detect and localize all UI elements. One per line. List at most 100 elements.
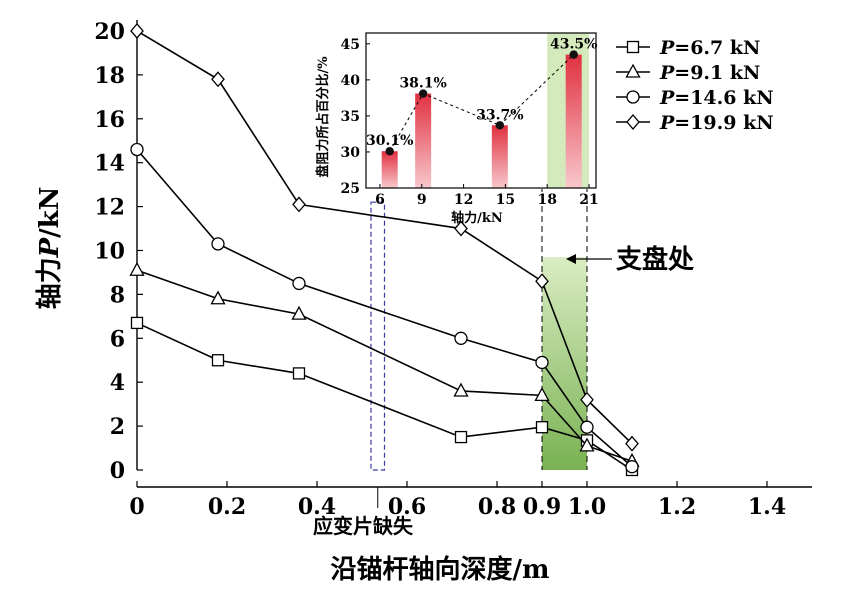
plate-callout: 支盘处 [566, 244, 694, 275]
data-point [292, 367, 306, 380]
x-tick-label: 0 [129, 494, 144, 520]
x-axis-title: 沿锚杆轴向深度/m [330, 554, 549, 585]
series-circle [130, 142, 639, 474]
x-tick-label: 1.2 [658, 494, 696, 520]
legend-label-rest: =6.7 kN [674, 37, 760, 59]
plate-callout-label: 支盘处 [616, 244, 694, 275]
y-axis-title-italic: P [35, 236, 65, 258]
data-point [130, 316, 144, 330]
x-tick-label: 0.6 [388, 494, 426, 520]
y-tick-label: 20 [94, 19, 125, 45]
y-tick-label: 2 [110, 414, 125, 440]
data-point [625, 435, 639, 452]
legend-marker [626, 114, 640, 130]
data-point [211, 354, 225, 367]
inset-bar [381, 151, 398, 188]
legend-marker [625, 63, 641, 78]
inset-points [385, 50, 578, 156]
inset-x-tick-label: 12 [454, 192, 473, 208]
inset-y-tick-label: 25 [341, 181, 360, 197]
legend-label-italic: P [659, 87, 675, 109]
y-tick-label: 4 [110, 370, 125, 396]
missing-gauge-box [370, 201, 386, 471]
legend-label-rest: =19.9 kN [674, 112, 773, 134]
inset-x-tick-label: 9 [417, 192, 427, 208]
x-tick-label: 1.4 [748, 494, 786, 520]
data-point [130, 22, 144, 39]
inset-y-tick-label: 45 [341, 37, 360, 53]
legend-label-rest: =14.6 kN [674, 87, 773, 109]
inset-x-tick-label: 15 [496, 192, 515, 208]
legend: P=6.7 kNP=9.1 kNP=14.6 kNP=19.9 kN [616, 37, 774, 134]
y-tick-label: 18 [94, 63, 125, 89]
data-point [454, 430, 468, 444]
inset-point [385, 147, 394, 156]
y-tick-label: 0 [110, 458, 125, 484]
data-point [454, 331, 468, 345]
data-point [580, 420, 594, 434]
legend-label: P=14.6 kN [659, 87, 774, 109]
series-diamond [130, 22, 639, 452]
inset-x-tick-label: 21 [579, 192, 598, 208]
inset-bars [381, 54, 582, 189]
y-tick-label: 8 [110, 282, 125, 308]
inset-point [569, 50, 578, 59]
inset-bar [415, 93, 432, 188]
data-point [130, 142, 144, 157]
inset-bar [565, 54, 582, 189]
legend-label: P=6.7 kN [659, 37, 760, 59]
y-axis-title-before: 轴力 [35, 257, 65, 309]
data-point [580, 391, 594, 408]
data-point [129, 261, 145, 276]
y-tick-label: 16 [94, 107, 125, 133]
data-point [534, 387, 550, 402]
y-axis-title-after: /kN [35, 187, 65, 238]
main-chart: 0 2 4 6 8 10 12 14 16 18 20 0 0.2 0.4 0.6 0.8 0.9 1.0 1.2 1… [35, 19, 812, 585]
y-tick-label: 14 [94, 151, 125, 177]
y-tick-label: 12 [94, 195, 125, 221]
series-triangle [129, 261, 640, 467]
plate-callout-arrowhead [566, 254, 576, 264]
main-series [129, 22, 640, 477]
legend-marker [626, 90, 640, 104]
inset-y-tick-label: 35 [341, 109, 360, 125]
data-point [211, 71, 225, 88]
inset-trend-line [389, 54, 575, 152]
inset-data-label: 43.5% [550, 37, 597, 53]
legend-label-italic: P [659, 37, 675, 59]
inset-y-tick-label: 30 [341, 145, 361, 161]
inset-y-tick-label: 40 [341, 73, 361, 89]
legend-label: P=9.1 kN [659, 62, 760, 84]
inset-point [495, 121, 505, 130]
data-point [535, 273, 549, 290]
legend-label-rest: =9.1 kN [674, 62, 760, 84]
missing-gauge-label: 应变片缺失 [313, 514, 414, 538]
inset-data-label: 33.7% [476, 107, 523, 123]
inset-x-axis-title: 轴力/kN [451, 210, 503, 226]
data-point [291, 305, 307, 320]
inset-point [418, 89, 428, 98]
legend-marker [626, 40, 640, 54]
x-tick-label: 1.0 [568, 494, 606, 520]
x-tick-label: 0.2 [208, 494, 246, 520]
data-point [292, 196, 306, 213]
data-point [579, 437, 595, 452]
y-tick-label: 6 [110, 326, 125, 352]
inset-frame [365, 32, 597, 189]
x-tick-label: 0.8 [478, 494, 516, 520]
data-point [453, 382, 469, 397]
data-point [535, 355, 549, 370]
data-point [454, 220, 468, 237]
inset-data-labels: 30.1% 38.1% 33.7% 43.5% [366, 37, 597, 150]
x-tick-label: 0.9 [523, 494, 561, 520]
inset-y-axis-title: 盘阻力所占百分比/% [315, 56, 331, 178]
inset-data-label: 38.1% [399, 76, 446, 92]
data-point [535, 421, 549, 434]
legend-label: P=19.9 kN [659, 112, 774, 134]
inset-data-label: 30.1% [366, 133, 413, 149]
inset-x-tick-label: 6 [375, 192, 385, 208]
data-point [292, 276, 306, 291]
inset-axes: 25 30 35 40 45 6 9 12 15 18 21 [341, 32, 599, 208]
legend-label-italic: P [659, 112, 675, 134]
